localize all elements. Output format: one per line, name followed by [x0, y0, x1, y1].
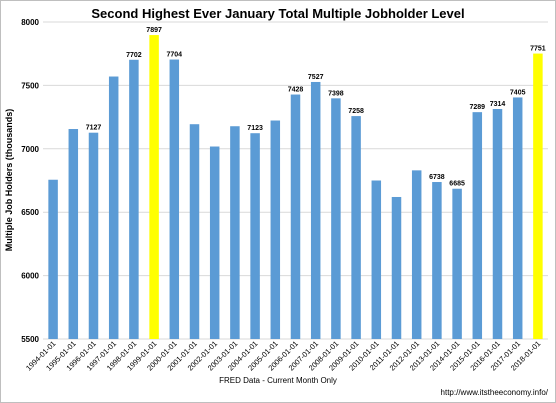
y-tick-label: 8000	[21, 18, 39, 27]
bar	[310, 81, 321, 339]
bar-highlighted	[149, 35, 159, 340]
x-tick-labels: 1994-01-011995-01-011996-01-011997-01-01…	[24, 339, 542, 372]
data-label: 7704	[167, 52, 183, 59]
bar	[108, 76, 119, 340]
bar	[411, 170, 422, 339]
data-label: 7258	[348, 108, 364, 115]
bar	[209, 146, 220, 339]
data-label: 7398	[328, 90, 344, 97]
bar	[169, 59, 180, 339]
bar	[512, 97, 523, 339]
y-tick-label: 6500	[21, 208, 39, 217]
y-axis-label: Multiple Job Holders (thousands)	[4, 109, 14, 252]
data-label: 7428	[288, 87, 304, 94]
bar	[48, 179, 58, 339]
y-tick-label: 7000	[21, 145, 39, 154]
bar	[230, 126, 240, 339]
data-label: 7527	[308, 74, 324, 81]
bar	[432, 182, 442, 339]
data-label: 7123	[247, 125, 263, 132]
source-url: http://www.itstheeconomy.info/	[440, 388, 548, 397]
bar	[351, 116, 361, 339]
bar	[189, 124, 200, 339]
bar	[391, 196, 402, 339]
bar	[129, 59, 139, 339]
y-tick-labels: 5500 6000 6500 7000 7500 8000	[21, 18, 39, 344]
bar	[290, 94, 301, 339]
y-tick-label: 5500	[21, 335, 39, 344]
bar	[452, 188, 462, 339]
bar	[492, 108, 503, 339]
chart-title: Second Highest Ever January Total Multip…	[91, 6, 465, 21]
y-tick-label: 6000	[21, 272, 39, 281]
bar	[371, 180, 382, 339]
bar-highlighted	[533, 53, 543, 339]
data-label: 7751	[530, 46, 546, 53]
data-label: 7405	[510, 89, 526, 96]
data-label: 7314	[490, 101, 506, 108]
data-labels: 7127 7702 7897 7704 7123 7428 7527 7398 7258 6738…	[86, 27, 546, 188]
bar	[472, 112, 483, 339]
data-label: 7897	[146, 27, 162, 34]
y-tick-label: 7500	[21, 81, 39, 90]
bar	[88, 132, 99, 339]
bar	[250, 133, 260, 339]
bar	[331, 98, 341, 339]
data-label: 6738	[429, 174, 445, 181]
data-label: 6685	[449, 181, 465, 188]
bar	[270, 120, 281, 340]
data-label: 7127	[86, 125, 102, 132]
x-axis-label: FRED Data - Current Month Only	[219, 376, 337, 385]
data-label: 7702	[126, 52, 142, 59]
data-label: 7289	[470, 104, 486, 111]
bar	[68, 129, 79, 339]
bars	[48, 35, 543, 340]
